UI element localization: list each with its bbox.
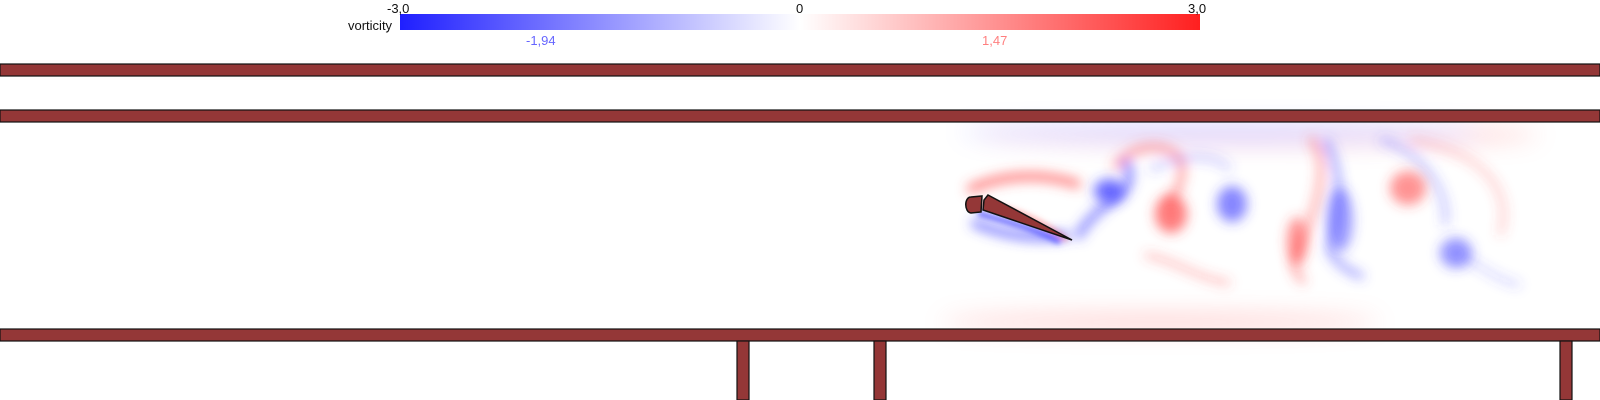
right-support-post: [1559, 340, 1573, 400]
middle-support-post: [873, 340, 887, 400]
colorbar-positive-marker-label: 1,47: [982, 33, 1007, 48]
left-support-post: [736, 340, 750, 400]
channel-structure: [0, 63, 1600, 400]
colorbar-gradient: [400, 14, 1200, 30]
vorticity-field: [940, 124, 1540, 330]
colorbar-title: vorticity: [348, 18, 393, 33]
lower-channel-wall: [0, 328, 1600, 342]
colorbar-negative-marker-label: -1,94: [526, 33, 556, 48]
foil-body: [965, 194, 1073, 241]
vorticity-colorbar: -3,0 0 3,0 vorticity -1,94 1,47: [348, 1, 1206, 48]
vortex-cores: [1094, 171, 1472, 268]
colorbar-max-label: 3,0: [1188, 1, 1206, 16]
leading-edge-segment: [965, 195, 983, 214]
trailing-flap: [982, 194, 1073, 241]
upper-channel-wall: [0, 109, 1600, 123]
colorbar-min-label: -3,0: [387, 1, 409, 16]
top-wall: [0, 63, 1600, 77]
colorbar-center-label: 0: [796, 1, 803, 16]
vorticity-background-haze: [940, 124, 1540, 330]
